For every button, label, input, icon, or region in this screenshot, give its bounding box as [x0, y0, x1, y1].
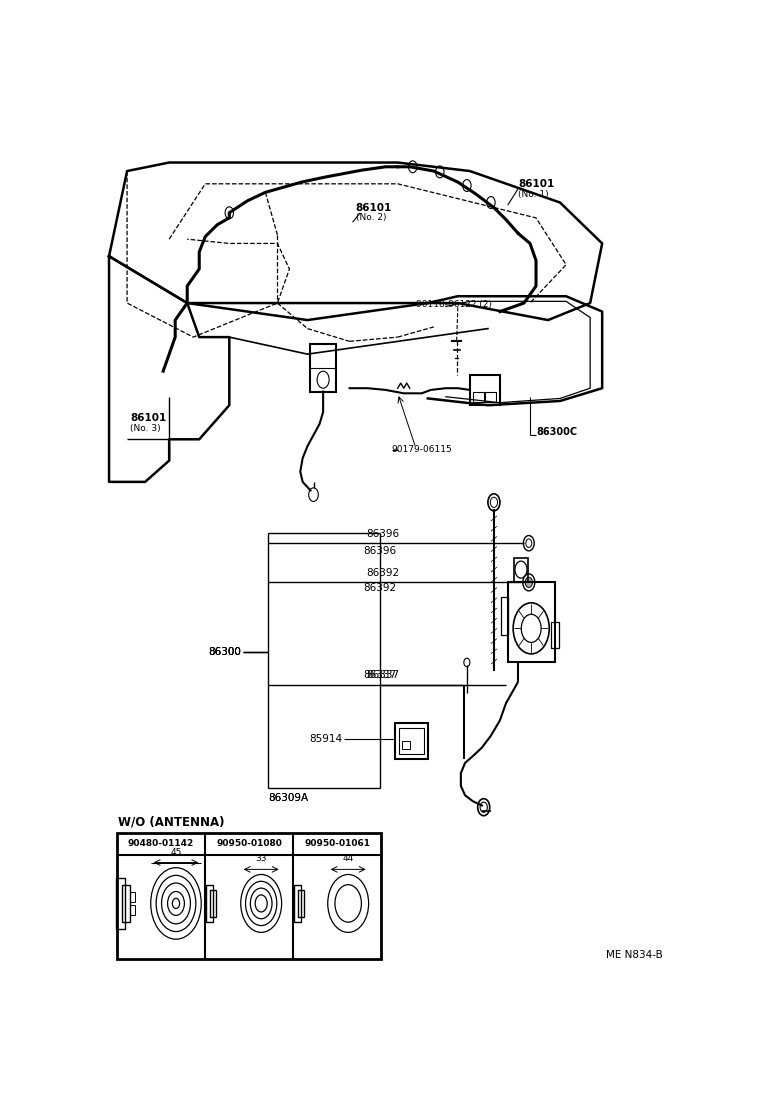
Bar	[130, 905, 135, 915]
Text: 86101: 86101	[518, 179, 554, 189]
Text: 86101: 86101	[355, 202, 392, 212]
Bar	[469, 375, 500, 405]
Text: 86300: 86300	[209, 647, 241, 657]
Text: 86300C: 86300C	[536, 428, 577, 438]
Text: 86309A: 86309A	[268, 793, 309, 803]
Text: 44: 44	[342, 855, 354, 864]
Text: (No. 3): (No. 3)	[130, 424, 161, 432]
Text: 86300: 86300	[209, 647, 241, 657]
Text: 86101: 86101	[130, 413, 166, 422]
Text: 90118-06122 (2): 90118-06122 (2)	[416, 300, 492, 310]
Text: 90950-01061: 90950-01061	[304, 839, 370, 848]
Text: 90480-01142: 90480-01142	[128, 839, 194, 848]
Bar	[117, 833, 382, 959]
Bar	[508, 582, 555, 662]
Text: (No. 1): (No. 1)	[518, 189, 549, 199]
Text: 33: 33	[255, 855, 267, 864]
Bar	[310, 344, 336, 392]
Text: ME N834-B: ME N834-B	[605, 950, 662, 960]
Bar	[122, 885, 130, 922]
Bar	[514, 557, 528, 582]
Bar	[130, 893, 135, 901]
Text: 90179-06115: 90179-06115	[392, 445, 452, 455]
Text: 86300: 86300	[209, 647, 241, 657]
Circle shape	[525, 577, 532, 587]
Text: 86396: 86396	[363, 546, 397, 556]
Bar	[473, 392, 483, 401]
Bar	[501, 597, 508, 635]
Bar	[210, 890, 216, 917]
Text: 85914: 85914	[310, 734, 342, 744]
Text: 86337: 86337	[363, 670, 397, 680]
Bar	[298, 890, 304, 917]
Bar	[551, 623, 559, 648]
Bar	[395, 723, 428, 759]
Text: 86392: 86392	[363, 583, 397, 593]
Bar	[485, 392, 496, 401]
Text: 45: 45	[170, 847, 182, 856]
Bar	[116, 878, 125, 929]
Text: 90950-01080: 90950-01080	[217, 839, 282, 848]
Bar	[294, 885, 301, 922]
Bar	[402, 741, 411, 749]
Text: 86396: 86396	[366, 529, 399, 539]
Text: 86337: 86337	[366, 670, 399, 680]
Bar	[399, 728, 424, 753]
Text: (No. 2): (No. 2)	[355, 213, 386, 222]
Bar	[206, 885, 213, 922]
Text: W/O (ANTENNA): W/O (ANTENNA)	[118, 815, 224, 828]
Text: 86392: 86392	[366, 568, 399, 578]
Text: 86309A: 86309A	[268, 793, 309, 803]
